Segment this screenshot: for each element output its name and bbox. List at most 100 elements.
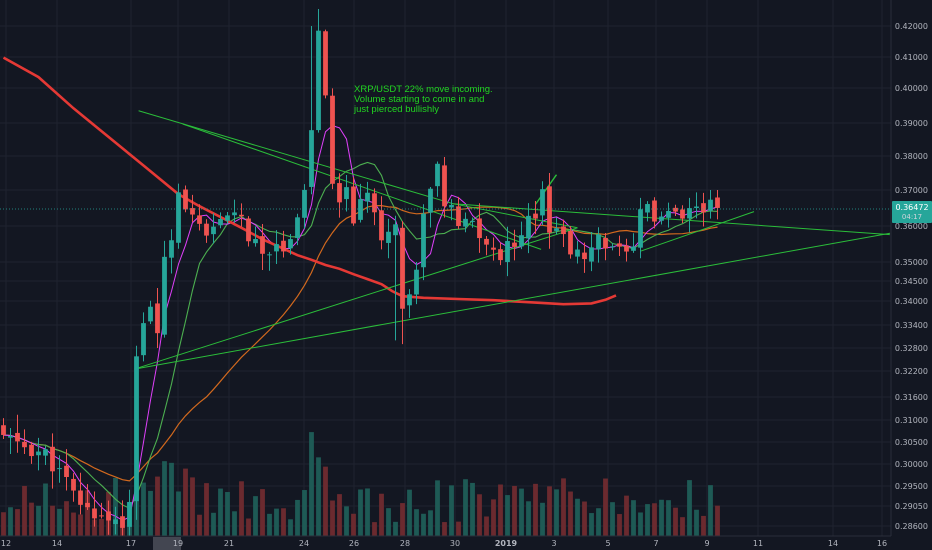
candle-body bbox=[225, 215, 230, 221]
volume-bar bbox=[253, 496, 258, 536]
volume-bar bbox=[281, 508, 286, 536]
candle-body bbox=[155, 303, 160, 334]
price-axis-panel[interactable] bbox=[891, 0, 932, 536]
annotation: XRP/USDT 22% move incoming. Volume start… bbox=[353, 84, 493, 115]
volume-bar bbox=[1, 512, 6, 536]
y-tick-label: 0.31600 bbox=[895, 393, 928, 402]
candle-body bbox=[330, 95, 335, 184]
candle-body bbox=[498, 249, 503, 261]
candle-body bbox=[64, 465, 69, 478]
candle-body bbox=[463, 218, 468, 227]
volume-bar bbox=[148, 490, 153, 536]
volume-bar bbox=[22, 485, 27, 536]
annotation-line-3: just pierced bullishly bbox=[353, 104, 439, 115]
volume-bar bbox=[176, 491, 181, 536]
candle-body bbox=[148, 306, 153, 322]
candle-body bbox=[169, 240, 174, 258]
volume-bar bbox=[624, 495, 629, 536]
volume-bar bbox=[659, 499, 664, 536]
volume-bar bbox=[57, 508, 62, 536]
volume-bar bbox=[218, 488, 223, 536]
candle-body bbox=[708, 199, 713, 211]
y-tick-label: 0.40000 bbox=[895, 84, 928, 93]
x-tick-label: 30 bbox=[450, 539, 460, 548]
last-price-label: 0.36472 bbox=[895, 203, 928, 212]
candle-body bbox=[610, 246, 615, 248]
y-tick-label: 0.32200 bbox=[895, 367, 928, 376]
candle-body bbox=[36, 451, 41, 456]
time-axis-highlight bbox=[153, 537, 181, 550]
x-tick-label: 7 bbox=[653, 539, 658, 548]
candle-body bbox=[449, 204, 454, 208]
volume-bar bbox=[589, 513, 594, 536]
candle-body bbox=[288, 239, 293, 249]
volume-bar bbox=[78, 514, 83, 536]
candle-body bbox=[309, 130, 314, 187]
y-tick-label: 0.36000 bbox=[895, 222, 928, 231]
candle-body bbox=[120, 516, 125, 528]
x-tick-label: 17 bbox=[126, 539, 136, 548]
candle-body bbox=[673, 207, 678, 212]
candle-body bbox=[57, 468, 62, 470]
candle-body bbox=[99, 515, 104, 517]
volume-bar bbox=[29, 502, 34, 536]
candle-body bbox=[218, 218, 223, 226]
volume-bar bbox=[449, 485, 454, 536]
y-tick-label: 0.39000 bbox=[895, 119, 928, 128]
candle-body bbox=[470, 220, 475, 222]
trendline-apex-lower bbox=[134, 232, 891, 370]
volume-bar bbox=[85, 490, 90, 536]
volume-bar bbox=[211, 512, 216, 536]
candle-body bbox=[582, 252, 587, 260]
candle-body bbox=[43, 449, 48, 456]
volume-bar bbox=[232, 511, 237, 536]
x-tick-label: 3 bbox=[551, 539, 556, 548]
x-tick-label: 12 bbox=[1, 539, 11, 548]
candle-body bbox=[1, 425, 6, 435]
x-tick-label: 5 bbox=[605, 539, 610, 548]
volume-bar bbox=[680, 517, 685, 536]
volume-bar bbox=[421, 513, 426, 536]
y-tick-label: 0.31000 bbox=[895, 416, 928, 425]
volume-bar bbox=[295, 499, 300, 536]
volume-bar bbox=[323, 466, 328, 536]
y-axis-ticks: 0.42000 0.41000 0.40000 0.39000 0.38000 0.370… bbox=[895, 22, 928, 531]
volume-bar bbox=[519, 488, 524, 536]
grid bbox=[0, 0, 891, 536]
volume-bar bbox=[8, 507, 13, 536]
volume-bar bbox=[470, 482, 475, 536]
volume-bar bbox=[379, 493, 384, 536]
volume-bar bbox=[491, 499, 496, 536]
volume-bar bbox=[505, 495, 510, 536]
time-axis-panel[interactable] bbox=[0, 536, 891, 550]
candle-body bbox=[561, 226, 566, 235]
candle-body bbox=[85, 502, 90, 508]
y-tick-label: 0.29050 bbox=[895, 502, 928, 511]
volume-bar bbox=[330, 500, 335, 536]
annotation-line-2: Volume starting to come in and bbox=[354, 94, 484, 105]
volume-bar bbox=[638, 512, 643, 536]
trendline-apex-upper bbox=[451, 203, 891, 236]
volume-bar bbox=[561, 478, 566, 536]
volume-bar bbox=[715, 505, 720, 536]
volume-bar bbox=[694, 509, 699, 536]
candle-body bbox=[519, 235, 524, 247]
volume-bar bbox=[610, 502, 615, 536]
y-tick-label: 0.42000 bbox=[895, 22, 928, 31]
volume-bar bbox=[92, 519, 97, 536]
volume-bar bbox=[687, 480, 692, 536]
volume-bar bbox=[596, 508, 601, 536]
candle-body bbox=[603, 237, 608, 249]
candle-body bbox=[393, 224, 398, 236]
candle-body bbox=[246, 218, 251, 242]
volume-bar bbox=[617, 514, 622, 536]
candle-body bbox=[8, 435, 13, 438]
candle-body bbox=[372, 193, 377, 213]
candle-body bbox=[113, 519, 118, 525]
volume-bar bbox=[337, 494, 342, 536]
x-tick-label: 26 bbox=[349, 539, 359, 548]
candle-body bbox=[575, 249, 580, 257]
candle-body bbox=[547, 186, 552, 233]
volume-bar bbox=[484, 516, 489, 536]
